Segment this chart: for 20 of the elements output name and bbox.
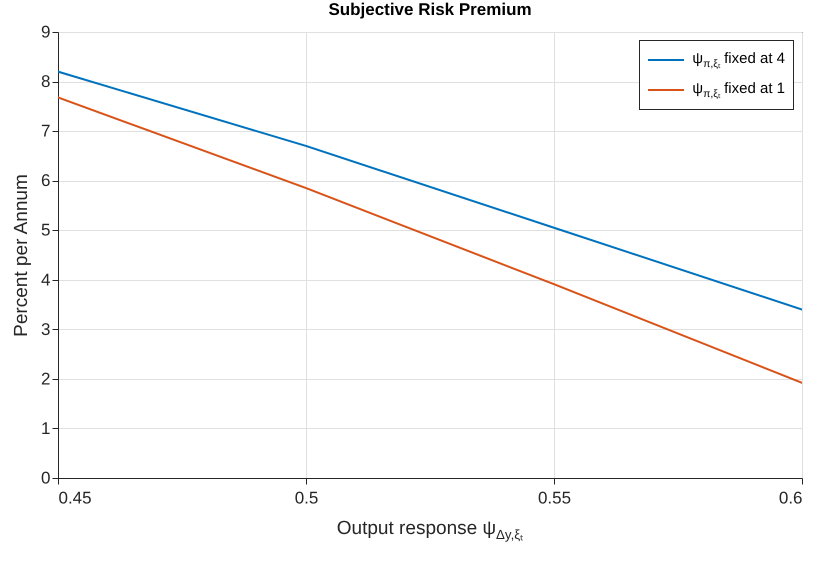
y-tick-label: 7 [41, 122, 50, 141]
x-tick-label: 0.45 [58, 488, 92, 508]
x-tick-label: 0.5 [294, 488, 318, 508]
y-tick-label: 5 [41, 220, 50, 240]
y-tick-label: 9 [41, 22, 50, 42]
y-tick-label: 8 [41, 72, 50, 92]
y-tick-label: 3 [41, 320, 50, 339]
legend-label: ψ$_{π,ξₜ}$ fixed at 4 [692, 50, 785, 70]
x-axis-title: Output response ψ$_{Δy,ξₜ}$ [336, 518, 524, 543]
x-tick-label: 0.55 [538, 488, 572, 508]
chart-title: Subjective Risk Premium [328, 0, 532, 19]
line-series [58, 70, 802, 311]
y-tick-label: 2 [41, 369, 50, 388]
y-tick-label: 0 [41, 468, 50, 488]
legend-label: ψ$_{π,ξₜ}$ fixed at 1 [692, 80, 785, 100]
y-axis-title: Percent per Annum [11, 174, 32, 337]
x-tick-label: 0.6 [778, 488, 802, 508]
y-tick-label: 6 [41, 171, 50, 190]
y-tick-label: 4 [41, 270, 50, 290]
y-tick-label: 1 [41, 418, 50, 438]
